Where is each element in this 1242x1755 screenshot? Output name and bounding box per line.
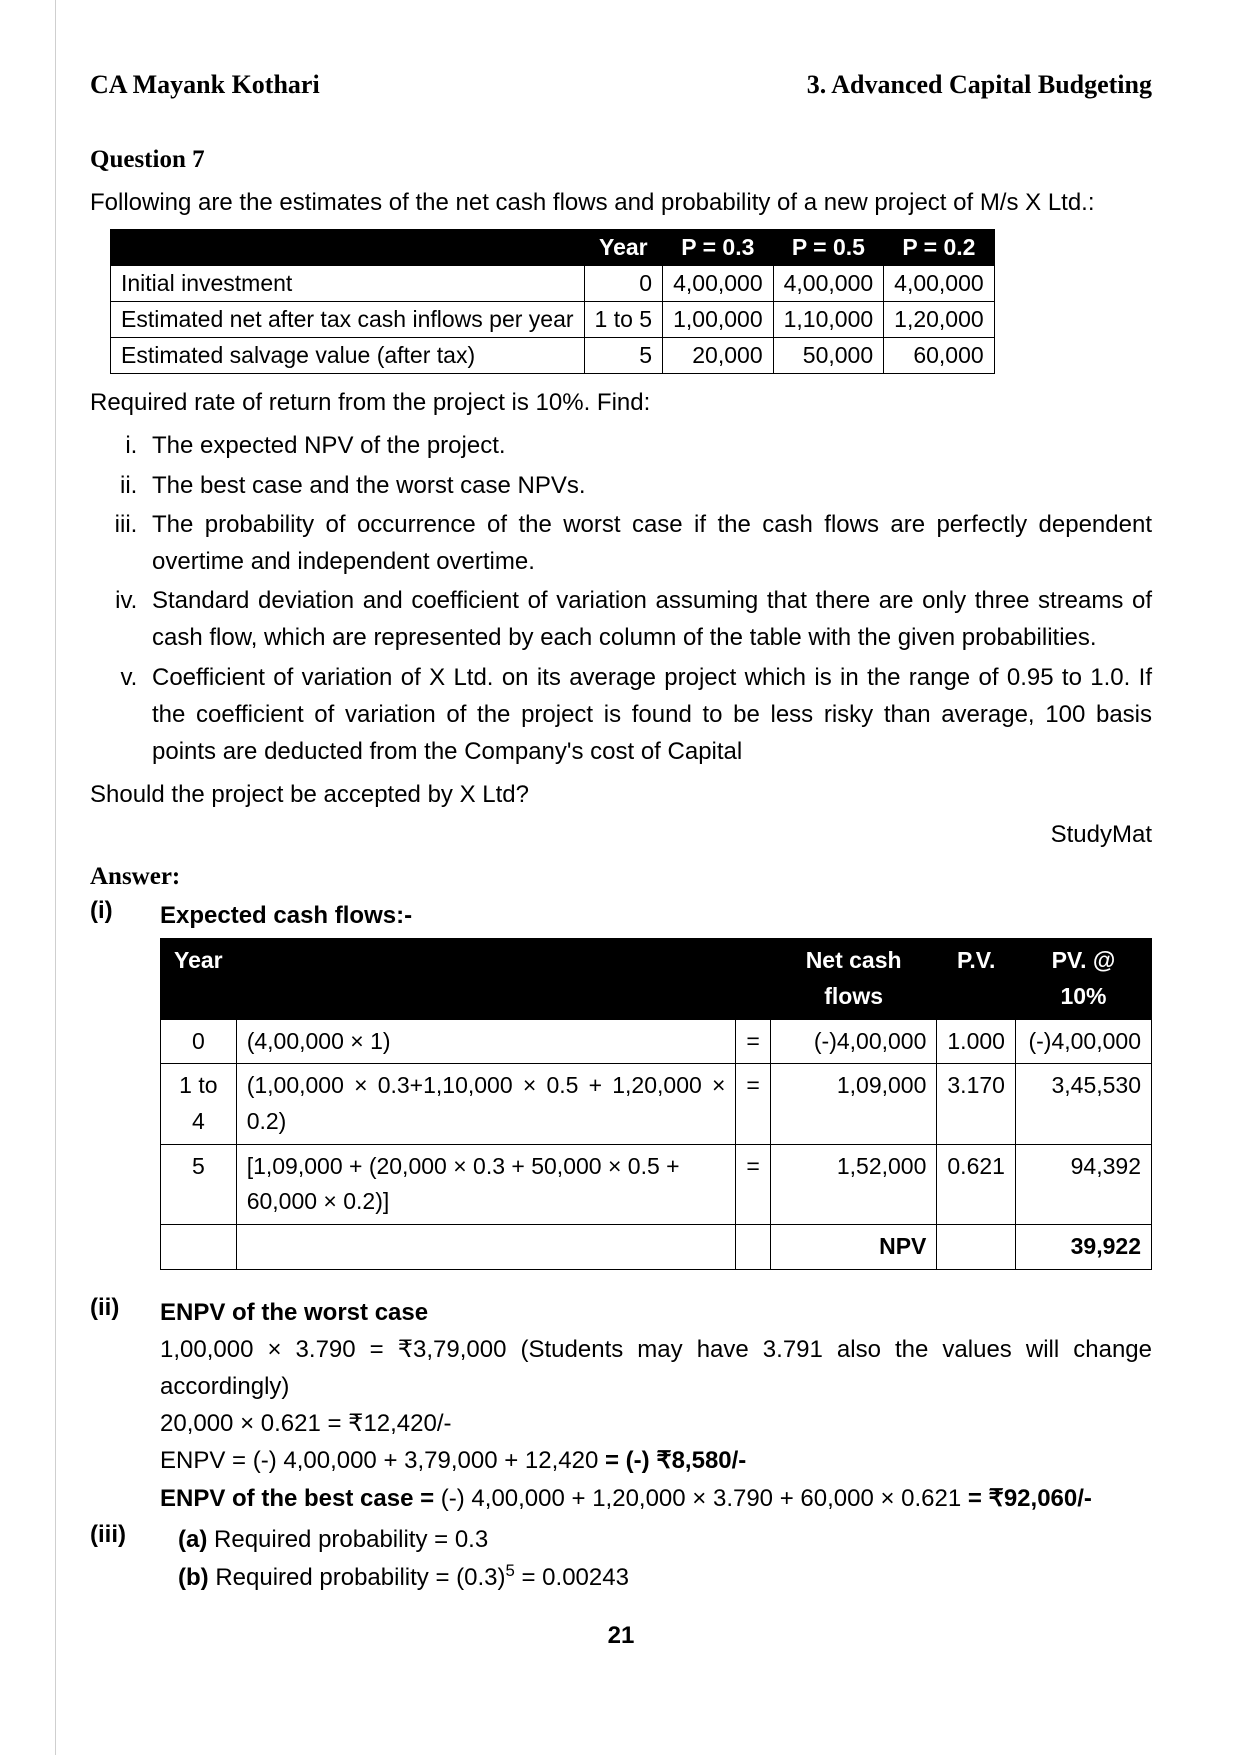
part-ii-line3: ENPV = (-) 4,00,000 + 3,79,000 + 12,420 …	[160, 1442, 1152, 1479]
part-iii-a: (a) Required probability = 0.3	[178, 1521, 1152, 1558]
page-header: CA Mayank Kothari 3. Advanced Capital Bu…	[90, 70, 1152, 106]
t1-h3: P = 0.5	[773, 230, 884, 266]
t2-h0: Year	[161, 939, 237, 1019]
part-number: (ii)	[90, 1294, 138, 1517]
t2-h1	[236, 939, 736, 1019]
left-margin-rule	[55, 0, 56, 1755]
page: CA Mayank Kothari 3. Advanced Capital Bu…	[0, 0, 1242, 1755]
part-i-title: Expected cash flows:-	[160, 897, 1152, 934]
t1-h0	[111, 230, 585, 266]
part-ii-line2: 20,000 × 0.621 = ₹12,420/-	[160, 1405, 1152, 1442]
part-ii-line1: 1,00,000 × 3.790 = ₹3,79,000 (Students m…	[160, 1331, 1152, 1405]
table-row: Initial investment 0 4,00,000 4,00,000 4…	[111, 266, 995, 302]
part-number: (i)	[90, 897, 138, 1289]
closing-question: Should the project be accepted by X Ltd?	[90, 776, 1152, 813]
part-iii-b: (b) Required probability = (0.3)5 = 0.00…	[178, 1558, 1152, 1596]
list-item: Standard deviation and coefficient of va…	[144, 582, 1152, 656]
answer-label: Answer:	[90, 863, 1152, 891]
list-item: Coefficient of variation of X Ltd. on it…	[144, 659, 1152, 771]
expected-cashflow-table: Year Net cash flows P.V. PV. @ 10% 0 (4,…	[160, 938, 1152, 1269]
t1-h4: P = 0.2	[884, 230, 995, 266]
table-row: 1 to 4 (1,00,000 × 0.3+1,10,000 × 0.5 + …	[161, 1064, 1152, 1144]
question-title: Question 7	[90, 146, 1152, 174]
table-row: Estimated net after tax cash inflows per…	[111, 302, 995, 338]
table-row: 5 [1,09,000 + (20,000 × 0.3 + 50,000 × 0…	[161, 1144, 1152, 1224]
header-right: 3. Advanced Capital Budgeting	[807, 70, 1152, 100]
part-ii-title: ENPV of the worst case	[160, 1294, 1152, 1331]
page-number: 21	[90, 1622, 1152, 1650]
t2-h3: Net cash flows	[770, 939, 937, 1019]
t1-h1: Year	[584, 230, 663, 266]
t1-h2: P = 0.3	[663, 230, 774, 266]
answer-part-ii: (ii) ENPV of the worst case 1,00,000 × 3…	[90, 1294, 1152, 1517]
part-number: (iii)	[90, 1521, 138, 1596]
table-row: Estimated salvage value (after tax) 5 20…	[111, 338, 995, 374]
header-left: CA Mayank Kothari	[90, 70, 320, 100]
list-item: The best case and the worst case NPVs.	[144, 467, 1152, 504]
t2-h2	[736, 939, 770, 1019]
question-list: The expected NPV of the project. The bes…	[90, 427, 1152, 770]
t2-h5: PV. @ 10%	[1015, 939, 1151, 1019]
part-ii-line4: ENPV of the best case = (-) 4,00,000 + 1…	[160, 1480, 1152, 1517]
table-row-npv: NPV 39,922	[161, 1224, 1152, 1269]
list-item: The probability of occurrence of the wor…	[144, 506, 1152, 580]
t2-h4: P.V.	[937, 939, 1016, 1019]
after-table-text: Required rate of return from the project…	[90, 384, 1152, 421]
answer-part-iii: (iii) (a) Required probability = 0.3 (b)…	[90, 1521, 1152, 1596]
answer-part-i: (i) Expected cash flows:- Year Net cash …	[90, 897, 1152, 1289]
source-tag: StudyMat	[90, 821, 1152, 849]
table-row: 0 (4,00,000 × 1) = (-)4,00,000 1.000 (-)…	[161, 1019, 1152, 1064]
cashflow-prob-table: Year P = 0.3 P = 0.5 P = 0.2 Initial inv…	[110, 229, 995, 374]
list-item: The expected NPV of the project.	[144, 427, 1152, 464]
question-intro: Following are the estimates of the net c…	[90, 184, 1152, 221]
